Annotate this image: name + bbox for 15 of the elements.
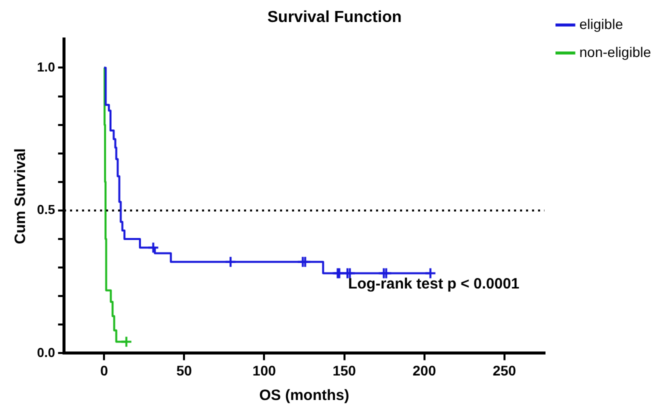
annotation: Log-rank test p < 0.0001 [348,275,520,292]
y-axis-title: Cum Survival [12,148,30,244]
x-tick-label: 50 [176,362,192,378]
legend-label: non-eligible [579,44,652,60]
x-tick-label: 250 [492,362,516,378]
y-tick-label: 1.0 [36,59,56,74]
x-tick-label: 200 [412,362,436,378]
y-tick-label: 0.0 [36,344,56,360]
chart-title: Survival Function [267,9,402,26]
x-tick-label: 100 [252,362,276,378]
x-tick-label: 0 [100,362,108,378]
legend-label: eligible [579,16,624,32]
y-tick-label: 0.5 [36,202,56,218]
x-axis-title: OS (months) [259,387,350,404]
x-tick-label: 150 [332,362,356,378]
